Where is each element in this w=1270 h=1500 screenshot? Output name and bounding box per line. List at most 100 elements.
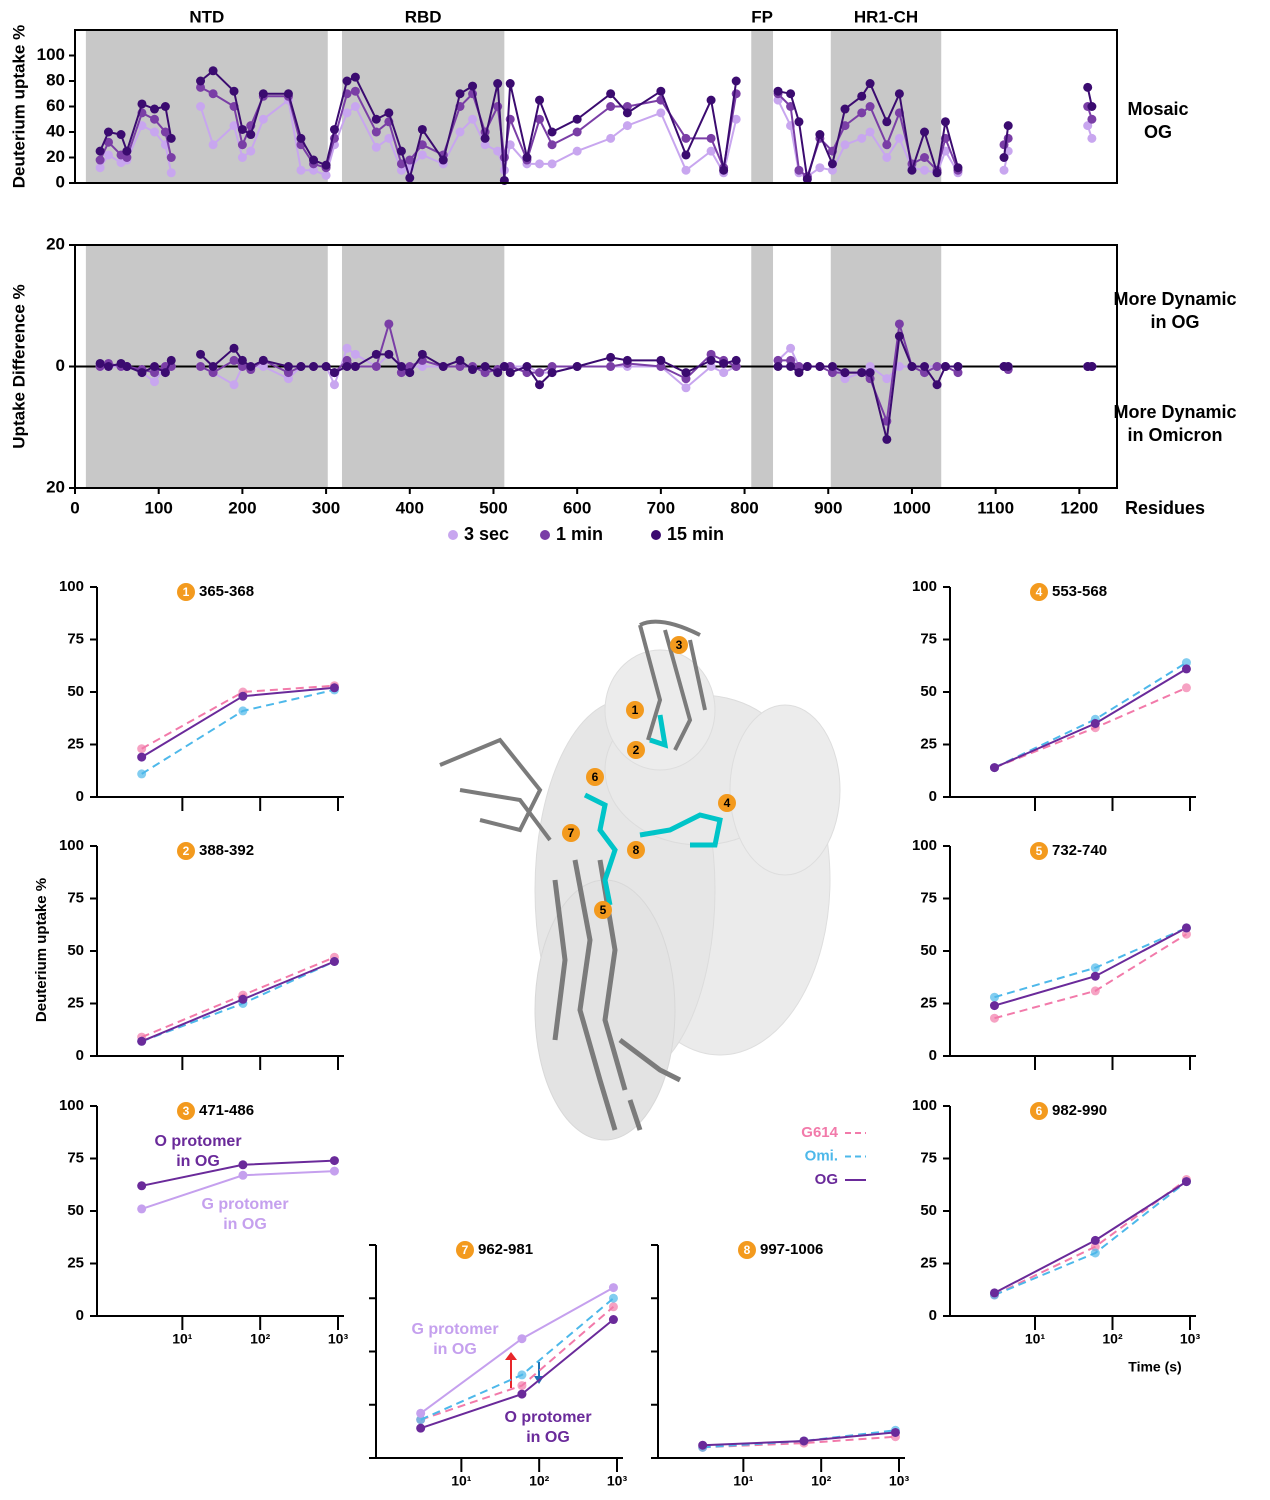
data-point bbox=[719, 358, 729, 368]
data-point bbox=[309, 362, 319, 371]
legend-label: OG bbox=[815, 1171, 838, 1188]
y-tick-label: 25 bbox=[67, 1254, 84, 1271]
y-tick-label: 50 bbox=[920, 942, 937, 959]
panel-annotation: in OG bbox=[223, 1216, 267, 1233]
data-point bbox=[329, 957, 339, 966]
data-point bbox=[438, 155, 448, 165]
data-point bbox=[827, 165, 837, 175]
data-point bbox=[865, 127, 875, 137]
legend-label: 15 min bbox=[667, 524, 724, 544]
x-tick-label: 10³ bbox=[1180, 1331, 1201, 1347]
panel-badge bbox=[1030, 583, 1048, 601]
panel-annotation: in OG bbox=[526, 1429, 570, 1446]
y-tick-label: 0 bbox=[76, 788, 84, 805]
y-tick-label: 100 bbox=[37, 45, 65, 64]
data-point bbox=[815, 130, 825, 140]
data-point bbox=[95, 146, 105, 156]
marker-badge bbox=[718, 794, 736, 812]
marker-badge bbox=[626, 701, 644, 719]
x-tick-label: 10³ bbox=[328, 1331, 349, 1347]
data-point bbox=[371, 349, 381, 359]
y-tick-label: 100 bbox=[59, 578, 84, 595]
data-point bbox=[1181, 923, 1191, 933]
data-point bbox=[137, 769, 147, 779]
x-tick-label: 10¹ bbox=[1025, 1331, 1046, 1347]
data-point bbox=[535, 368, 545, 378]
data-point bbox=[840, 368, 850, 378]
x-tick-label: 10¹ bbox=[172, 1331, 193, 1347]
data-point bbox=[103, 362, 113, 371]
panel-title: 388-392 bbox=[199, 842, 254, 859]
data-point bbox=[95, 163, 105, 173]
data-point bbox=[794, 368, 804, 378]
data-point bbox=[535, 159, 545, 169]
data-point bbox=[920, 153, 930, 162]
data-point bbox=[258, 355, 268, 365]
series-line bbox=[994, 1180, 1188, 1294]
data-point bbox=[229, 121, 239, 131]
x-tick-label: 500 bbox=[479, 498, 507, 517]
y-tick-label: 40 bbox=[46, 121, 65, 140]
legend-label: G614 bbox=[801, 1124, 838, 1141]
y-tick-label: 25 bbox=[67, 994, 84, 1011]
data-point bbox=[438, 362, 448, 371]
data-point bbox=[815, 362, 825, 371]
data-point bbox=[517, 1381, 527, 1391]
data-point bbox=[238, 994, 248, 1004]
data-point bbox=[840, 121, 850, 131]
data-point bbox=[656, 108, 666, 118]
data-point bbox=[606, 102, 616, 111]
marker-number: 5 bbox=[600, 903, 607, 917]
data-point bbox=[857, 133, 867, 143]
data-point bbox=[932, 362, 942, 371]
series-line bbox=[702, 1429, 896, 1449]
data-point bbox=[137, 121, 147, 131]
marker-number: 2 bbox=[633, 743, 640, 757]
data-point bbox=[371, 142, 381, 152]
y-tick-label: 20 bbox=[46, 234, 65, 253]
panel-annotation: G protomer bbox=[411, 1321, 498, 1338]
data-point bbox=[815, 163, 825, 173]
data-point bbox=[258, 114, 268, 124]
data-point bbox=[517, 1389, 527, 1399]
data-point bbox=[1181, 658, 1191, 668]
data-point bbox=[731, 355, 741, 365]
data-point bbox=[719, 368, 729, 378]
data-point bbox=[396, 146, 406, 156]
x-tick-label: 10¹ bbox=[451, 1473, 472, 1489]
data-point bbox=[405, 368, 415, 378]
data-point bbox=[907, 362, 917, 371]
data-point bbox=[137, 99, 147, 109]
data-point bbox=[208, 140, 218, 150]
data-point bbox=[894, 362, 904, 371]
region-shade bbox=[751, 30, 774, 183]
data-point bbox=[417, 349, 427, 359]
data-point bbox=[160, 368, 170, 378]
data-point bbox=[1090, 986, 1100, 996]
data-point bbox=[329, 1156, 339, 1166]
data-point bbox=[827, 362, 837, 371]
panel-badge bbox=[177, 583, 195, 601]
series-line bbox=[99, 86, 1093, 179]
data-point bbox=[350, 86, 360, 96]
data-point bbox=[417, 124, 427, 134]
data-point bbox=[865, 79, 875, 89]
data-point bbox=[196, 349, 206, 359]
panel-badge bbox=[456, 1241, 474, 1259]
data-point bbox=[608, 1293, 618, 1303]
panel-badge-number: 6 bbox=[1036, 1104, 1043, 1118]
x-tick-label: 900 bbox=[814, 498, 842, 517]
data-point bbox=[246, 362, 256, 371]
data-point bbox=[505, 140, 515, 150]
x-tick-label: 0 bbox=[70, 498, 79, 517]
data-point bbox=[773, 86, 783, 96]
data-point bbox=[1181, 664, 1191, 674]
data-point bbox=[237, 124, 247, 134]
data-point bbox=[246, 130, 256, 140]
series-line bbox=[99, 69, 1093, 182]
data-point bbox=[342, 343, 352, 353]
data-point bbox=[405, 173, 415, 183]
x-tick-label: 600 bbox=[563, 498, 591, 517]
data-point bbox=[989, 992, 999, 1002]
x-tick-label: 10² bbox=[811, 1473, 832, 1489]
